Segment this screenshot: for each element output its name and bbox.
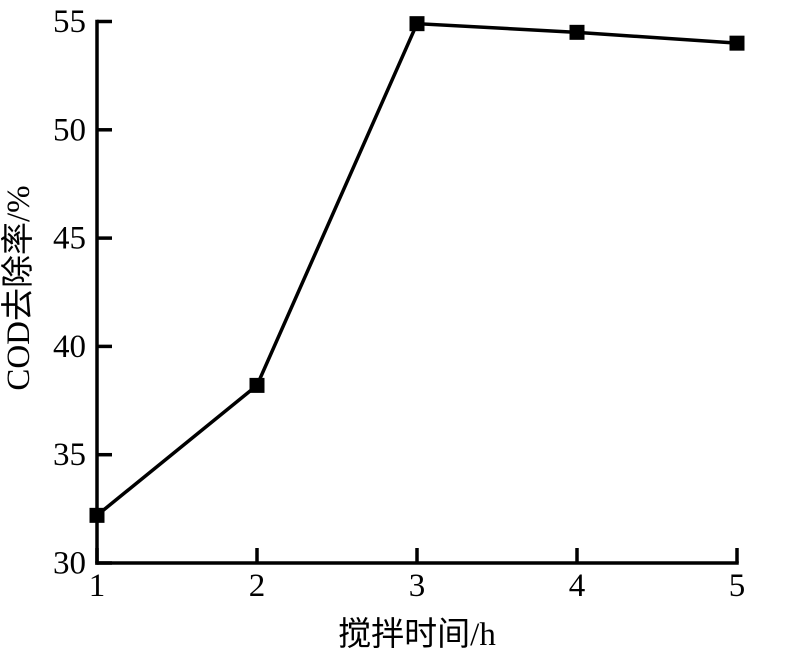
- y-tick-label: 30: [53, 546, 86, 582]
- data-point-marker: [409, 16, 425, 32]
- y-tick-label: 35: [53, 437, 86, 473]
- data-point-marker: [249, 377, 265, 393]
- y-tick-label: 45: [53, 221, 86, 257]
- data-point-marker: [569, 24, 585, 40]
- x-tick-label: 2: [249, 568, 266, 604]
- x-tick-label: 5: [729, 568, 746, 604]
- data-point-marker: [729, 35, 745, 51]
- x-tick-label: 4: [569, 568, 586, 604]
- y-axis-label: COD去除率/%: [1, 185, 37, 391]
- data-line: [95, 21, 738, 517]
- x-tick-label: 3: [409, 568, 426, 604]
- data-point-marker: [89, 507, 105, 523]
- y-tick-label: 55: [53, 4, 86, 40]
- x-tick-label: 1: [89, 568, 106, 604]
- y-tick-label: 40: [53, 329, 86, 365]
- x-axis-label: 搅拌时间/h: [338, 617, 496, 653]
- y-tick-label: 50: [53, 112, 86, 148]
